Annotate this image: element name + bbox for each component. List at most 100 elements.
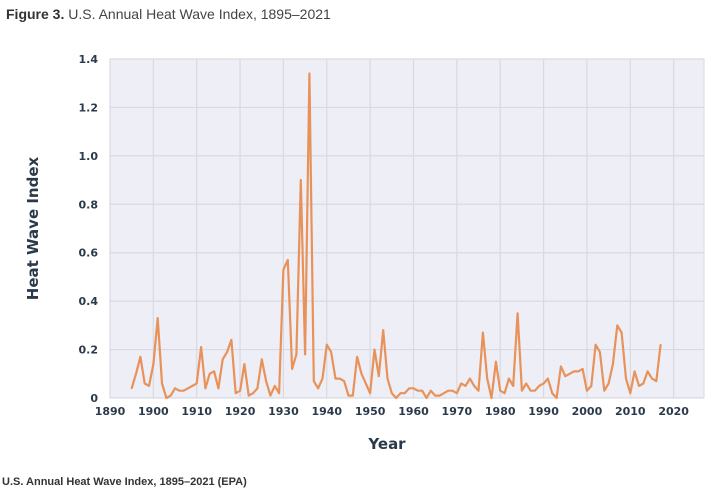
x-tick-label: 1910 xyxy=(181,405,212,418)
y-tick-label: 1.2 xyxy=(79,101,99,114)
data-point-1944 xyxy=(343,380,346,382)
x-tick-label: 1900 xyxy=(138,405,169,418)
data-point-1930 xyxy=(282,268,285,271)
data-point-1927 xyxy=(269,394,272,397)
data-point-2011 xyxy=(633,370,636,373)
data-point-1961 xyxy=(416,389,419,392)
data-point-1935 xyxy=(304,353,307,356)
data-point-1999 xyxy=(581,368,584,370)
data-point-1977 xyxy=(486,377,489,380)
data-point-2006 xyxy=(612,363,614,365)
data-point-1906 xyxy=(178,389,181,392)
x-tick-label: 2020 xyxy=(658,405,689,418)
y-tick-label: 0.4 xyxy=(79,295,99,308)
data-point-2015 xyxy=(651,377,653,380)
data-point-1915 xyxy=(217,387,220,390)
data-point-1983 xyxy=(512,384,515,387)
data-point-1909 xyxy=(191,384,194,387)
data-point-1899 xyxy=(148,384,150,387)
x-tick-label: 1920 xyxy=(225,405,256,418)
data-point-2004 xyxy=(603,389,606,392)
data-point-1947 xyxy=(356,355,359,358)
data-point-1953 xyxy=(382,329,385,332)
data-point-1962 xyxy=(421,389,424,392)
data-point-1933 xyxy=(295,353,298,356)
data-point-1941 xyxy=(330,351,333,353)
data-point-1936 xyxy=(308,72,311,75)
data-point-1994 xyxy=(560,365,562,368)
data-point-1917 xyxy=(226,351,228,353)
data-point-1938 xyxy=(317,387,320,390)
data-point-1966 xyxy=(438,394,441,397)
data-point-1985 xyxy=(520,389,523,392)
data-point-1922 xyxy=(247,394,250,397)
x-tick-label: 1990 xyxy=(528,405,559,418)
data-point-1902 xyxy=(161,382,163,385)
data-point-1956 xyxy=(395,397,398,399)
data-point-1964 xyxy=(429,389,432,392)
tick-labels: 1890 1900 1910 1920 1930 1940 1950 1960 1970 1980… xyxy=(79,53,690,418)
data-point-1972 xyxy=(464,384,467,387)
data-point-1940 xyxy=(325,343,328,346)
data-point-1901 xyxy=(156,317,159,319)
data-point-1921 xyxy=(243,363,246,365)
data-point-1929 xyxy=(278,392,280,395)
data-point-1973 xyxy=(468,377,471,380)
data-point-1965 xyxy=(434,394,437,397)
data-point-1942 xyxy=(334,377,337,380)
data-point-1945 xyxy=(347,394,350,397)
y-tick-label: 0.6 xyxy=(79,247,99,260)
y-axis-title: Heat Wave Index xyxy=(24,156,42,300)
data-point-1960 xyxy=(412,387,415,390)
data-point-1918 xyxy=(230,338,233,341)
figure-caption: U.S. Annual Heat Wave Index, 1895–2021 (… xyxy=(2,476,247,488)
data-point-1946 xyxy=(351,394,354,397)
data-point-1982 xyxy=(507,377,510,380)
data-point-1907 xyxy=(182,389,185,392)
data-point-1914 xyxy=(213,370,215,373)
data-point-2008 xyxy=(620,331,623,334)
y-tick-label: 0.2 xyxy=(79,344,99,357)
data-point-1963 xyxy=(425,397,428,399)
data-point-1996 xyxy=(568,372,571,375)
data-point-1911 xyxy=(200,346,202,349)
data-points xyxy=(130,72,662,399)
data-point-1967 xyxy=(442,392,445,395)
data-point-1923 xyxy=(252,392,254,395)
data-point-1900 xyxy=(152,363,155,365)
data-point-1920 xyxy=(239,389,241,392)
data-point-1896 xyxy=(135,372,137,375)
x-tick-label: 2010 xyxy=(615,405,646,418)
data-point-1926 xyxy=(265,380,267,382)
data-point-1934 xyxy=(299,179,302,181)
data-point-1987 xyxy=(529,389,532,392)
data-point-2005 xyxy=(607,382,610,385)
data-point-2000 xyxy=(586,389,588,392)
data-point-1976 xyxy=(481,331,484,334)
data-point-1957 xyxy=(399,392,402,395)
y-tick-label: 1.4 xyxy=(79,53,99,66)
data-point-1955 xyxy=(390,392,393,395)
x-tick-label: 1930 xyxy=(268,405,299,418)
data-point-1932 xyxy=(291,368,294,370)
data-point-1904 xyxy=(169,394,172,397)
data-point-1903 xyxy=(165,397,168,399)
data-point-1952 xyxy=(377,375,380,378)
data-point-1954 xyxy=(386,377,389,380)
y-tick-label: 0.8 xyxy=(79,198,99,211)
data-point-1971 xyxy=(460,382,463,385)
data-point-2009 xyxy=(625,377,627,380)
data-point-1939 xyxy=(321,377,324,380)
y-tick-label: 0 xyxy=(90,392,98,405)
data-point-1913 xyxy=(208,372,211,375)
data-point-2010 xyxy=(629,392,632,395)
data-point-1897 xyxy=(139,355,142,358)
data-point-1916 xyxy=(221,358,224,361)
data-point-1970 xyxy=(455,392,458,395)
data-point-1910 xyxy=(195,382,198,385)
data-point-2003 xyxy=(599,351,601,353)
data-point-1992 xyxy=(551,392,554,395)
data-point-1974 xyxy=(473,384,476,387)
x-tick-label: 1950 xyxy=(355,405,386,418)
figure-title-text: U.S. Annual Heat Wave Index, 1895–2021 xyxy=(68,6,331,22)
